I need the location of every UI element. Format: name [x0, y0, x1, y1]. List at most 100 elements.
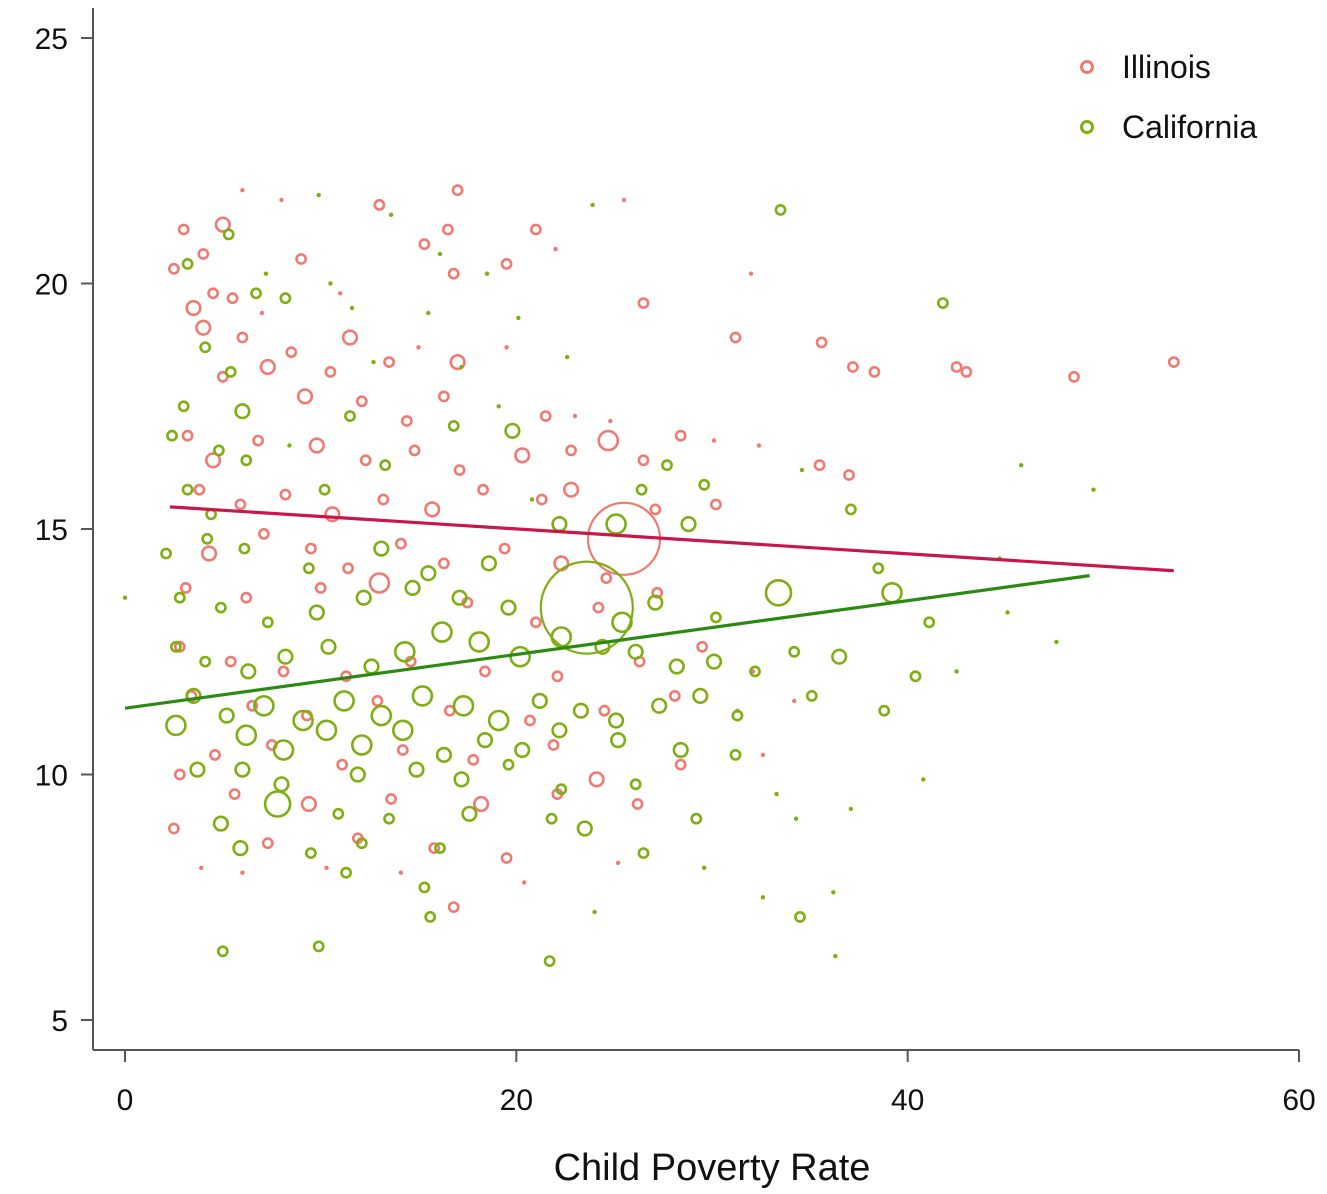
data-point: [702, 865, 707, 870]
data-point: [199, 865, 204, 870]
data-point: [296, 388, 314, 405]
data-point: [473, 795, 490, 813]
data-point: [598, 704, 611, 717]
data-point: [831, 890, 836, 895]
data-point: [224, 655, 237, 668]
data-point: [572, 413, 578, 419]
data-point: [342, 562, 354, 575]
data-point: [277, 665, 290, 678]
data-point: [487, 709, 510, 732]
data-point: [514, 447, 531, 464]
data-point: [672, 741, 689, 759]
data-point: [764, 578, 793, 607]
data-point: [408, 444, 421, 457]
data-point: [224, 365, 237, 378]
data-point: [484, 271, 490, 276]
data-point: [349, 305, 355, 311]
data-point: [420, 565, 437, 582]
data-point: [333, 690, 355, 712]
data-point: [173, 768, 186, 781]
data-point: [813, 459, 826, 472]
data-point: [447, 419, 460, 432]
data-point: [500, 852, 513, 864]
data-point: [590, 202, 595, 208]
data-point: [1005, 610, 1010, 615]
series-illinois-points: [167, 184, 1180, 913]
data-point: [355, 837, 368, 850]
data-point: [189, 761, 206, 778]
data-point: [831, 648, 848, 665]
data-point: [320, 638, 337, 655]
data-point: [426, 310, 431, 316]
data-point: [287, 443, 292, 448]
data-point: [576, 820, 593, 837]
data-point: [240, 188, 245, 193]
data-point: [805, 690, 818, 702]
data-point: [370, 704, 393, 727]
data-point: [453, 464, 466, 476]
data-point: [385, 793, 397, 805]
data-point: [498, 542, 511, 555]
x-axis-title: Child Poverty Rate: [554, 1147, 871, 1189]
data-point: [167, 262, 180, 275]
data-point: [668, 658, 685, 675]
data-point: [461, 805, 478, 822]
data-point: [543, 955, 556, 967]
data-point: [572, 702, 590, 719]
data-point: [878, 704, 891, 717]
data-point: [637, 847, 650, 859]
y-axis-ticks: 5 10 15 20 25: [35, 23, 93, 1038]
y-tick-label: 5: [51, 1005, 68, 1038]
data-point: [710, 498, 722, 511]
data-point: [234, 761, 251, 778]
data-point: [214, 216, 231, 233]
data-point: [340, 866, 352, 879]
data-point: [449, 354, 466, 371]
data-point: [509, 645, 532, 668]
data-point: [434, 842, 446, 854]
data-point: [609, 731, 627, 749]
data-point: [848, 806, 854, 812]
data-point: [253, 694, 275, 717]
data-point: [257, 528, 270, 540]
data-point: [605, 513, 627, 535]
data-point: [637, 297, 650, 309]
series-california-points: [122, 192, 1096, 967]
data-point: [502, 758, 515, 771]
data-point: [277, 648, 294, 665]
data-point: [388, 212, 394, 217]
data-point: [336, 758, 349, 771]
data-point: [338, 291, 343, 296]
data-point: [173, 591, 186, 604]
data-point: [177, 223, 190, 236]
data-point: [692, 687, 709, 705]
data-point: [611, 611, 633, 634]
data-point: [261, 616, 274, 629]
legend-label-california: California: [1122, 109, 1257, 145]
data-point: [315, 719, 338, 742]
fit-line-california: [124, 574, 1090, 710]
data-point: [565, 354, 570, 360]
data-point: [199, 341, 212, 354]
data-point: [748, 271, 754, 276]
data-point: [308, 437, 325, 454]
data-point: [252, 434, 264, 447]
data-point: [181, 257, 194, 270]
data-point: [408, 761, 425, 778]
data-point: [400, 415, 413, 427]
data-point: [371, 695, 384, 707]
data-point: [177, 400, 190, 413]
data-point: [937, 297, 949, 309]
data-point: [393, 640, 416, 663]
data-point: [394, 537, 407, 550]
data-point: [1019, 463, 1024, 468]
data-point: [500, 257, 513, 270]
data-point: [359, 454, 372, 467]
data-point: [404, 579, 421, 597]
data-point: [774, 791, 779, 797]
data-point: [193, 483, 206, 496]
data-point: [216, 370, 229, 383]
data-point: [565, 444, 577, 457]
data-point: [530, 223, 542, 236]
